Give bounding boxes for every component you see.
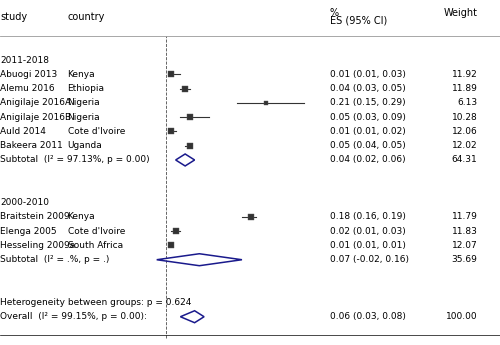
Text: 35.69: 35.69 xyxy=(452,255,477,264)
Text: Bakeera 2011: Bakeera 2011 xyxy=(0,141,63,150)
Text: Subtotal  (I² = .%, p = .): Subtotal (I² = .%, p = .) xyxy=(0,255,110,264)
Text: Subtotal  (I² = 97.13%, p = 0.00): Subtotal (I² = 97.13%, p = 0.00) xyxy=(0,156,150,165)
Text: Overall  (I² = 99.15%, p = 0.00):: Overall (I² = 99.15%, p = 0.00): xyxy=(0,312,147,321)
Text: Nigeria: Nigeria xyxy=(68,113,100,122)
Text: 2011-2018: 2011-2018 xyxy=(0,56,49,65)
Text: Nigeria: Nigeria xyxy=(68,98,100,108)
Text: Alemu 2016: Alemu 2016 xyxy=(0,84,54,93)
Text: Abuogi 2013: Abuogi 2013 xyxy=(0,70,57,79)
Text: 0.01 (0.01, 0.02): 0.01 (0.01, 0.02) xyxy=(330,127,406,136)
Text: 0.04 (0.02, 0.06): 0.04 (0.02, 0.06) xyxy=(330,156,406,165)
Text: Ethiopia: Ethiopia xyxy=(68,84,104,93)
Text: 0.02 (0.01, 0.03): 0.02 (0.01, 0.03) xyxy=(330,227,406,236)
Text: Uganda: Uganda xyxy=(68,141,102,150)
Text: Kenya: Kenya xyxy=(68,70,95,79)
Text: 11.79: 11.79 xyxy=(452,213,477,221)
Text: 0.01 (0.01, 0.01): 0.01 (0.01, 0.01) xyxy=(330,241,406,250)
Text: Cote d'Ivoire: Cote d'Ivoire xyxy=(68,227,125,236)
Text: Weight: Weight xyxy=(444,9,478,19)
Text: 6.13: 6.13 xyxy=(458,98,477,108)
Text: 0.05 (0.04, 0.05): 0.05 (0.04, 0.05) xyxy=(330,141,406,150)
Text: Cote d'Ivoire: Cote d'Ivoire xyxy=(68,127,125,136)
Text: 12.07: 12.07 xyxy=(452,241,477,250)
Text: 0.07 (-0.02, 0.16): 0.07 (-0.02, 0.16) xyxy=(330,255,409,264)
Text: 0.21 (0.15, 0.29): 0.21 (0.15, 0.29) xyxy=(330,98,406,108)
Text: Braitstein 2009: Braitstein 2009 xyxy=(0,213,70,221)
Text: 10.28: 10.28 xyxy=(452,113,477,122)
Text: %: % xyxy=(330,9,339,19)
Text: country: country xyxy=(68,12,105,22)
Text: Elenga 2005: Elenga 2005 xyxy=(0,227,56,236)
Text: Heterogeneity between groups: p = 0.624: Heterogeneity between groups: p = 0.624 xyxy=(0,298,192,307)
Text: 11.89: 11.89 xyxy=(452,84,477,93)
Text: 11.83: 11.83 xyxy=(452,227,477,236)
Text: South Africa: South Africa xyxy=(68,241,122,250)
Text: 11.92: 11.92 xyxy=(452,70,477,79)
Text: study: study xyxy=(0,12,27,22)
Text: 64.31: 64.31 xyxy=(452,156,477,165)
Text: Kenya: Kenya xyxy=(68,213,95,221)
Text: 0.06 (0.03, 0.08): 0.06 (0.03, 0.08) xyxy=(330,312,406,321)
Text: 12.02: 12.02 xyxy=(452,141,477,150)
Text: 100.00: 100.00 xyxy=(446,312,478,321)
Text: ES (95% CI): ES (95% CI) xyxy=(330,15,387,25)
Text: 0.01 (0.01, 0.03): 0.01 (0.01, 0.03) xyxy=(330,70,406,79)
Text: Anigilaje 2016B: Anigilaje 2016B xyxy=(0,113,71,122)
Text: 0.04 (0.03, 0.05): 0.04 (0.03, 0.05) xyxy=(330,84,406,93)
Text: 0.05 (0.03, 0.09): 0.05 (0.03, 0.09) xyxy=(330,113,406,122)
Text: 0.18 (0.16, 0.19): 0.18 (0.16, 0.19) xyxy=(330,213,406,221)
Text: Hesseling 2009a: Hesseling 2009a xyxy=(0,241,75,250)
Text: 12.06: 12.06 xyxy=(452,127,477,136)
Text: 2000-2010: 2000-2010 xyxy=(0,198,49,207)
Text: Anigilaje 2016A: Anigilaje 2016A xyxy=(0,98,71,108)
Text: Auld 2014: Auld 2014 xyxy=(0,127,46,136)
